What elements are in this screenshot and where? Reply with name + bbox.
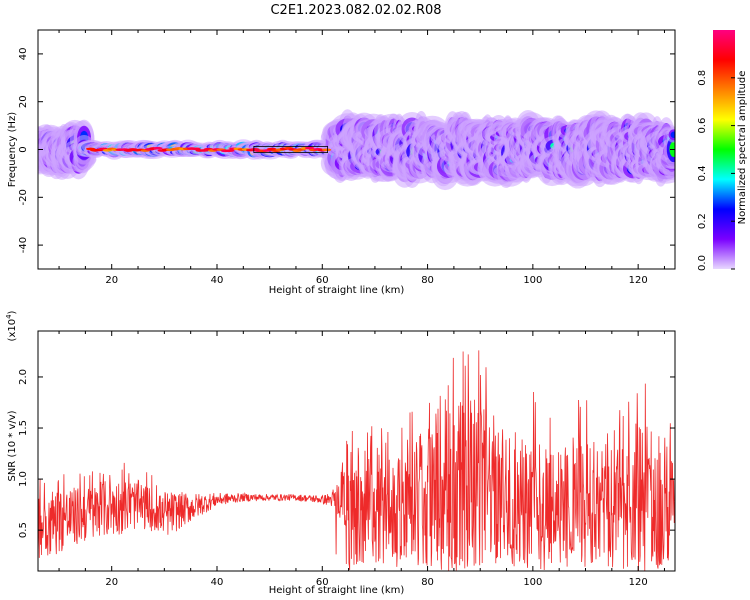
spectrogram-y-ticks: -40 -20 0 20 40 <box>18 48 675 253</box>
snr-y-scale-label: (x104) <box>5 310 18 341</box>
spectrogram-peak <box>304 146 315 150</box>
spectrogram-x-ticks: 20 40 60 80 100 120 <box>58 30 665 286</box>
colorbar-tick-label: 0.8 <box>697 70 708 86</box>
spectrogram-marks <box>38 109 675 191</box>
x-tick-label: 80 <box>421 577 434 588</box>
x-tick-label: 80 <box>421 275 434 286</box>
spectrogram-band-outline <box>253 145 328 154</box>
x-tick-label: 20 <box>105 275 118 286</box>
y-tick-label: -20 <box>18 189 29 205</box>
snr-y-scale-close: ) <box>7 310 18 314</box>
spectrogram-y-axis-label: Frequency (Hz) <box>7 112 18 188</box>
x-tick-label: 40 <box>211 577 224 588</box>
x-tick-label: 120 <box>629 275 648 286</box>
y-tick-label: 0 <box>18 146 29 152</box>
spectrogram-peak <box>321 148 332 152</box>
colorbar-ticks: 0.0 0.2 0.4 0.6 0.8 <box>697 70 735 271</box>
figure-title: C2E1.2023.082.02.02.R08 <box>270 3 441 18</box>
spectrogram-peak <box>153 146 163 150</box>
y-tick-label: 0.5 <box>18 522 29 538</box>
snr-y-scale-exponent: 4 <box>5 314 13 319</box>
spectrogram-panel: 20 40 60 80 100 120 -40 -20 0 20 40 Height of str… <box>7 29 676 296</box>
snr-y-ticks: 0.5 1.0 1.5 2.0 <box>18 369 675 538</box>
snr-x-ticks: 20 40 60 80 100 120 <box>58 331 665 588</box>
colorbar: 0.0 0.2 0.4 0.6 0.8 Normalized spectral ampl… <box>697 30 748 271</box>
x-tick-label: 60 <box>316 577 329 588</box>
y-tick-label: 40 <box>18 48 29 61</box>
snr-frame <box>37 330 676 572</box>
y-tick-label: 20 <box>18 95 29 108</box>
snr-x-axis-label: Height of straight line (km) <box>269 585 405 596</box>
y-tick-label: 1.5 <box>18 420 29 436</box>
x-tick-label: 20 <box>105 577 118 588</box>
x-tick-label: 120 <box>629 577 648 588</box>
spectrogram-x-axis-label: Height of straight line (km) <box>269 285 405 296</box>
y-tick-label: 1.0 <box>18 471 29 487</box>
colorbar-tick-label: 0.6 <box>697 118 708 134</box>
snr-series-line <box>38 350 675 571</box>
x-tick-label: 100 <box>523 275 542 286</box>
snr-y-axis-label: SNR (10 * v/v) <box>7 410 18 481</box>
colorbar-tick-label: 0.0 <box>697 255 708 271</box>
x-tick-label: 100 <box>523 577 542 588</box>
snr-marks <box>38 350 675 571</box>
y-tick-label: -40 <box>18 237 29 253</box>
snr-panel: 20 40 60 80 100 120 0.5 1.0 1.5 2.0 Height of st… <box>5 310 676 596</box>
spectrogram-cell <box>670 131 675 138</box>
x-tick-label: 60 <box>316 275 329 286</box>
colorbar-tick-label: 0.4 <box>697 165 708 181</box>
y-tick-label: 2.0 <box>18 369 29 385</box>
colorbar-tick-label: 0.2 <box>697 213 708 229</box>
snr-y-scale-base: (x10 <box>7 319 18 342</box>
colorbar-gradient <box>713 30 735 269</box>
x-tick-label: 40 <box>211 275 224 286</box>
colorbar-label: Normalized spectral amplitude <box>737 71 748 225</box>
